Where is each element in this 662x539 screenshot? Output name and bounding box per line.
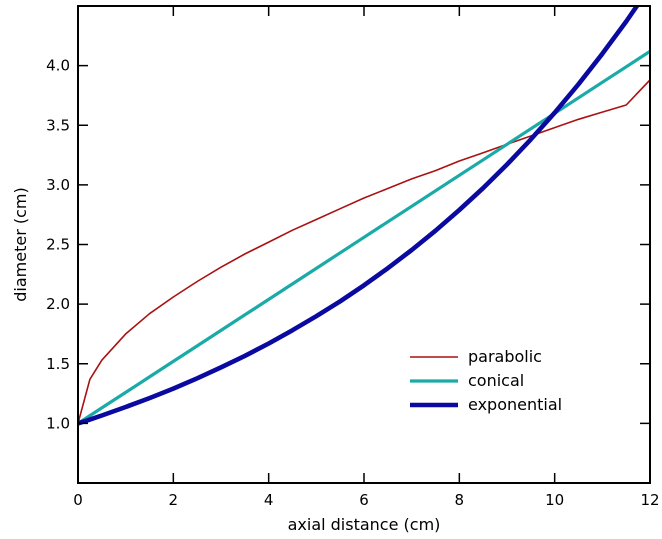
legend-label-conical: conical bbox=[468, 371, 524, 390]
series-line-conical bbox=[78, 49, 650, 425]
series-lines bbox=[78, 6, 650, 426]
y-tick-label: 1.0 bbox=[46, 414, 70, 432]
x-tick-label: 8 bbox=[455, 491, 465, 509]
y-axis-title: diameter (cm) bbox=[11, 187, 30, 301]
x-axis-title: axial distance (cm) bbox=[288, 515, 441, 534]
legend: parabolic conical exponential bbox=[410, 347, 562, 414]
series-line-parabolic bbox=[78, 79, 650, 425]
y-tick-label: 1.5 bbox=[46, 355, 70, 373]
y-tick-label: 2.5 bbox=[46, 236, 70, 254]
x-tick-label: 0 bbox=[73, 491, 83, 509]
y-tick-label: 3.0 bbox=[46, 176, 70, 194]
y-tick-label: 2.0 bbox=[46, 295, 70, 313]
x-tick-label: 10 bbox=[545, 491, 564, 509]
tick-labels: 0 2 4 6 8 10 12 1.0 1.5 2.0 2.5 3.0 3.5 4.0 bbox=[46, 57, 659, 509]
series-line-exponential bbox=[78, 6, 640, 426]
x-tick-label: 6 bbox=[359, 491, 369, 509]
x-tick-label: 12 bbox=[640, 491, 659, 509]
legend-label-exponential: exponential bbox=[468, 395, 562, 414]
legend-label-parabolic: parabolic bbox=[468, 347, 542, 366]
axis-ticks bbox=[77, 6, 651, 483]
plot-frame bbox=[77, 5, 651, 484]
y-tick-label: 3.5 bbox=[46, 116, 70, 134]
y-tick-label: 4.0 bbox=[46, 57, 70, 75]
x-tick-label: 2 bbox=[169, 491, 179, 509]
x-tick-label: 4 bbox=[264, 491, 274, 509]
